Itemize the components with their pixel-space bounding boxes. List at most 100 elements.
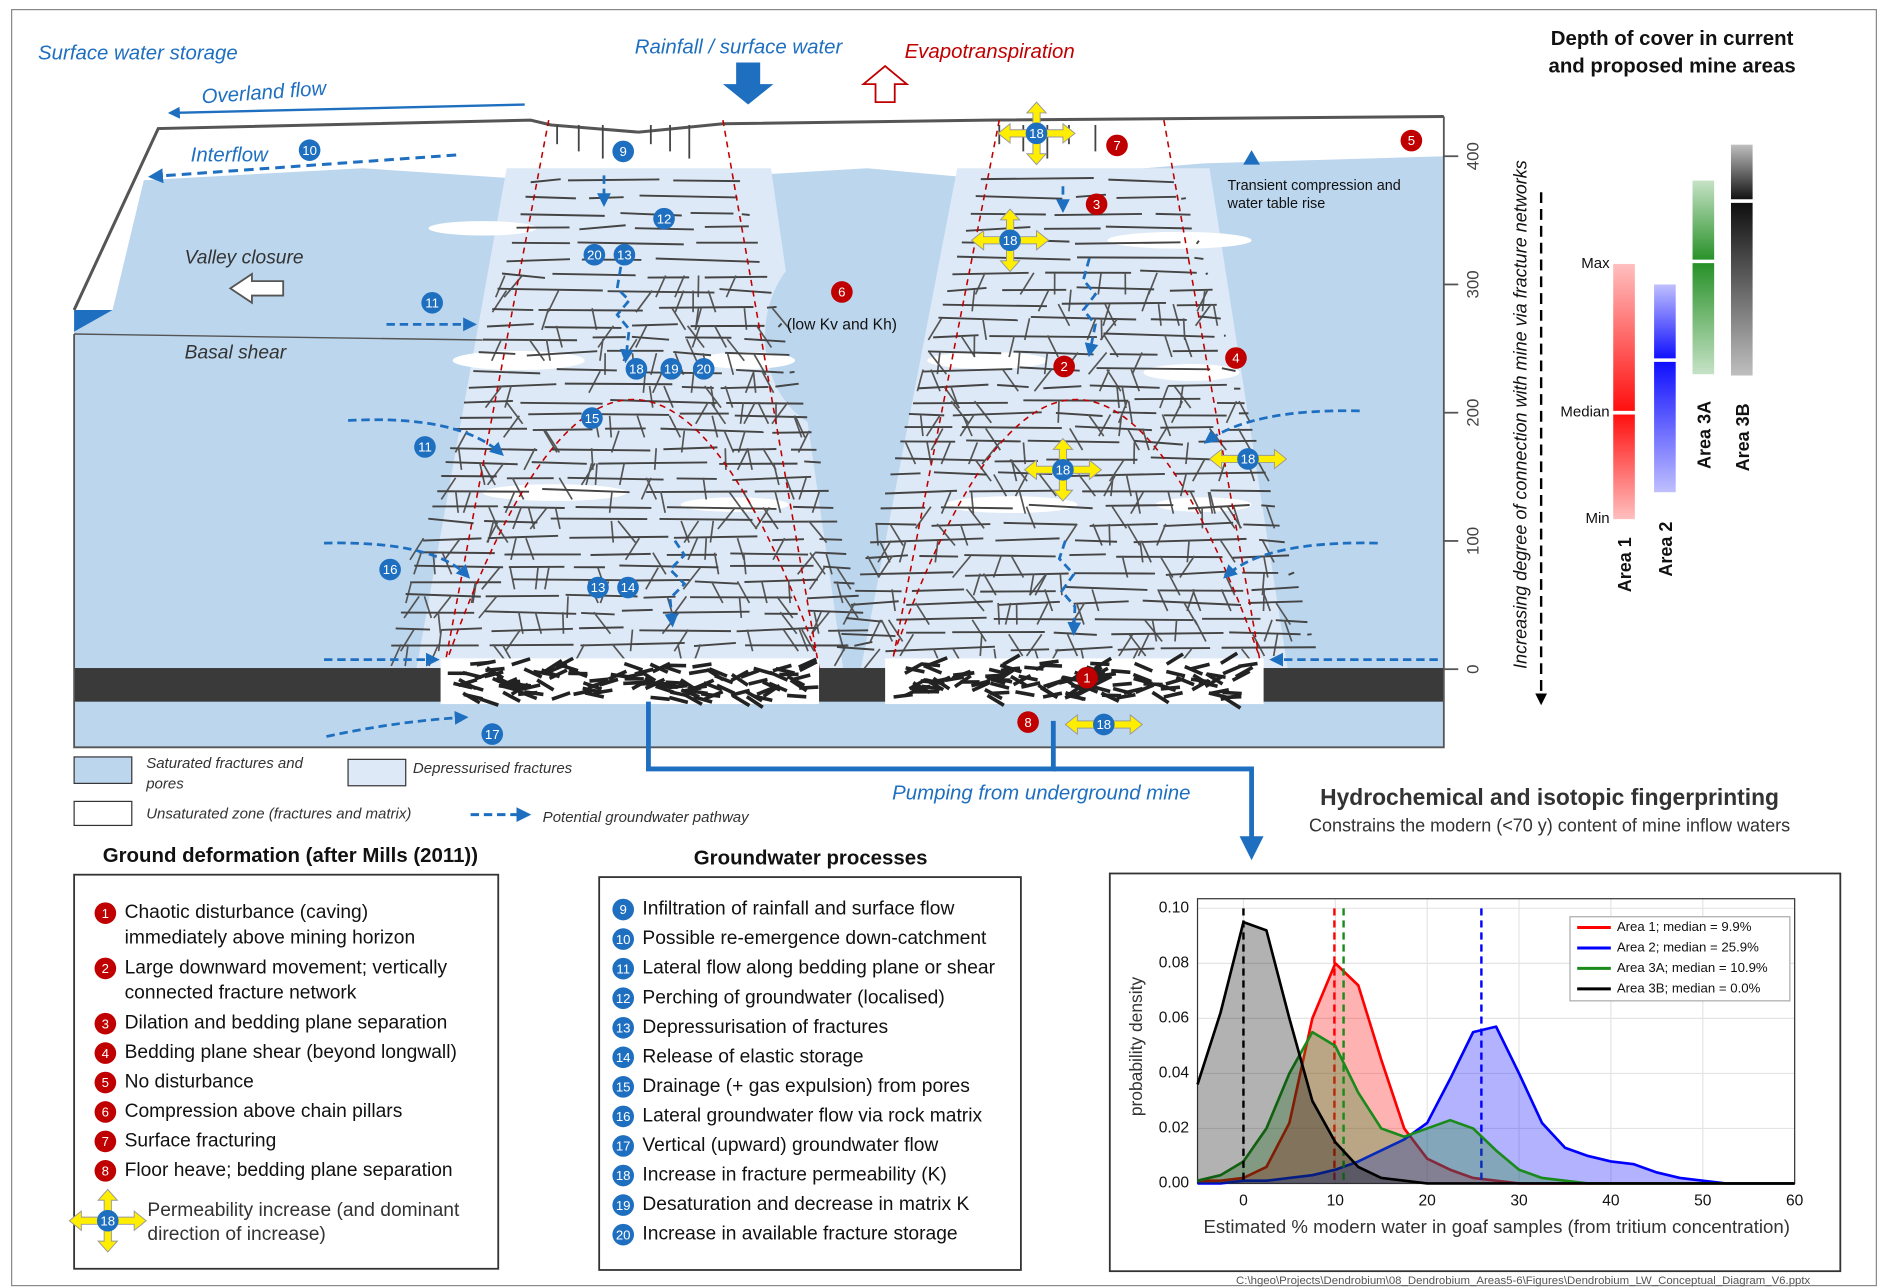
chart-title: Depth of cover in current xyxy=(1551,28,1794,50)
goaf-rubble xyxy=(589,679,608,681)
item-badge-label: 5 xyxy=(102,1075,109,1090)
item-badge-label: 1 xyxy=(102,906,109,921)
goaf-rubble xyxy=(799,687,818,688)
item-text: immediately above mining horizon xyxy=(125,927,416,948)
item-text: Infiltration of rainfall and surface flo… xyxy=(642,899,954,920)
item-badge-label: 7 xyxy=(102,1134,109,1149)
depth-tick-label: 300 xyxy=(1463,270,1482,298)
badge-label: 3 xyxy=(1093,197,1100,212)
fracture xyxy=(528,413,581,414)
fracture xyxy=(567,596,568,618)
fracture xyxy=(1243,524,1279,525)
range-label: Min xyxy=(1585,510,1609,527)
fracture xyxy=(1111,633,1223,634)
goaf-rubble xyxy=(1039,661,1058,664)
fracture xyxy=(721,387,769,388)
perm-badge-label: 18 xyxy=(1056,462,1071,477)
legend-swatch xyxy=(74,757,132,783)
fracture xyxy=(725,448,726,470)
badge-label: 11 xyxy=(425,295,439,310)
perm-badge-label: 18 xyxy=(1241,452,1256,467)
fracture xyxy=(591,554,651,555)
fracture xyxy=(1095,619,1193,620)
category-label: Area 3B xyxy=(1733,403,1753,471)
perm-badge-label: 18 xyxy=(1096,717,1111,732)
legend-label: Saturated fractures and xyxy=(146,755,303,772)
item-badge-label: 8 xyxy=(102,1164,109,1179)
y-tick-label: 0.10 xyxy=(1159,899,1190,916)
range-bar-upper xyxy=(1613,264,1635,413)
fracture xyxy=(589,197,624,198)
fracture xyxy=(804,461,821,462)
fracture xyxy=(733,449,777,450)
fracture xyxy=(396,628,430,629)
legend-label: Area 3A; median = 10.9% xyxy=(1617,960,1768,975)
item-badge-label: 18 xyxy=(616,1168,631,1183)
item-text: Chaotic disturbance (caving) xyxy=(125,902,369,923)
fracture xyxy=(1151,319,1187,320)
category-label: Area 2 xyxy=(1656,522,1676,577)
item-text: Vertical (upward) groundwater flow xyxy=(642,1135,938,1156)
unsaturated-blob xyxy=(927,352,1047,369)
item-badge-label: 17 xyxy=(616,1139,631,1154)
fracture xyxy=(659,307,753,308)
legend-swatch xyxy=(74,801,132,825)
item-text: Increase in fracture permeability (K) xyxy=(642,1165,946,1186)
fracture xyxy=(592,414,669,415)
fracture xyxy=(644,597,676,598)
body: Surface water storageRainfall / surface … xyxy=(0,0,1888,1288)
fracture xyxy=(1058,401,1059,423)
fracture xyxy=(966,440,1021,441)
fracture xyxy=(1261,505,1275,506)
unsaturated-blob xyxy=(1143,364,1239,381)
x-tick-label: 60 xyxy=(1786,1193,1804,1210)
item-badge-label: 19 xyxy=(616,1198,631,1213)
goaf-rubble xyxy=(1090,663,1109,664)
section-label: (low Kv and Kh) xyxy=(787,317,897,334)
fracture xyxy=(767,307,777,308)
item-text: Increase in available fracture storage xyxy=(642,1224,957,1245)
fracture xyxy=(730,553,808,554)
goaf-rubble xyxy=(1001,668,1020,670)
fracture xyxy=(659,519,752,520)
evapotranspiration-arrow xyxy=(864,66,907,102)
item-text: Drainage (+ gas expulsion) from pores xyxy=(642,1076,969,1097)
item-text: Large downward movement; vertically xyxy=(125,957,448,978)
fracture xyxy=(1194,258,1203,259)
fracture xyxy=(890,473,920,474)
legend-label: Area 3B; median = 0.0% xyxy=(1617,980,1761,995)
goaf-rubble xyxy=(1043,665,1062,666)
axis-label: Increasing degree of connection with min… xyxy=(1511,160,1531,669)
item-badge-label: 4 xyxy=(102,1046,109,1061)
section-label: Evapotranspiration xyxy=(905,41,1075,63)
badge-label: 13 xyxy=(617,247,632,262)
section-label: Interflow xyxy=(191,145,269,167)
fracture xyxy=(793,507,833,508)
range-label: Max xyxy=(1581,255,1610,272)
y-tick-label: 0.08 xyxy=(1159,954,1189,971)
item-badge-label: 20 xyxy=(616,1227,631,1242)
badge-label: 6 xyxy=(838,285,845,300)
fracture xyxy=(989,336,1097,337)
item-text: Bedding plane shear (beyond longwall) xyxy=(125,1042,457,1063)
depth-tick-label: 200 xyxy=(1463,399,1482,427)
fracture xyxy=(673,180,740,181)
range-bar-upper xyxy=(1731,145,1753,201)
goaf-rubble xyxy=(518,693,537,695)
fracture xyxy=(875,524,916,525)
depth-tick-label: 0 xyxy=(1463,665,1482,674)
fracture xyxy=(1062,303,1166,304)
badge-label: 18 xyxy=(629,362,644,377)
goaf-rubble xyxy=(1024,667,1043,669)
goaf-rubble xyxy=(1111,671,1130,673)
fracture xyxy=(579,627,623,628)
item-text: direction of increase) xyxy=(147,1224,325,1245)
item-text: Lateral flow along bedding plane or shea… xyxy=(642,958,995,979)
fracture xyxy=(790,372,795,373)
fracture xyxy=(568,179,659,180)
fracture xyxy=(1170,290,1213,291)
fracture xyxy=(742,214,750,215)
fracture xyxy=(919,556,958,557)
x-tick-label: 0 xyxy=(1239,1193,1248,1210)
unsaturated-blob xyxy=(1107,232,1251,249)
